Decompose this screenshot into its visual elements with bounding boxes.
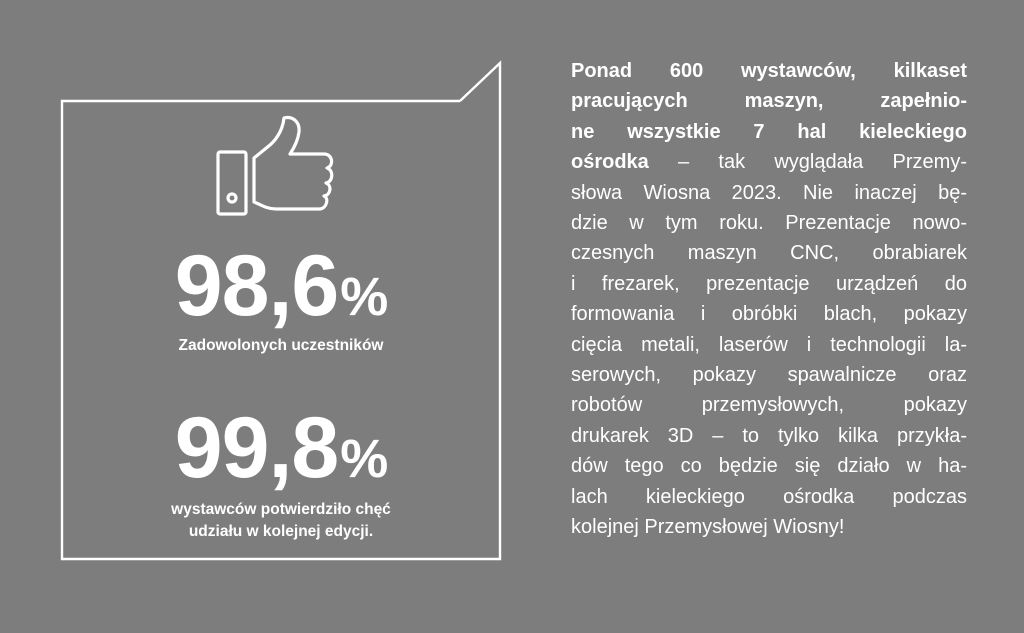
paragraph-bold-text: pracujących maszyn, zapełnio-	[571, 90, 967, 113]
stat-value: 99,8%	[62, 405, 500, 491]
paragraph-line: dzie w tym roku. Prezentacje nowo-	[571, 208, 967, 238]
paragraph-text: lach kieleckiego ośrodka podczas	[571, 485, 967, 508]
paragraph-text: cięcia metali, laserów i technologii la-	[571, 333, 967, 356]
paragraph-text: i frezarek, prezentacje urządzeń do	[571, 272, 967, 295]
paragraph-text: robotów przemysłowych, pokazy	[571, 394, 967, 417]
paragraph-line: Ponad 600 wystawców, kilkaset	[571, 56, 967, 86]
stat-percent-sign: %	[340, 267, 388, 327]
thumbs-up-icon	[216, 115, 334, 216]
paragraph-text: dzie w tym roku. Prezentacje nowo-	[571, 212, 967, 235]
stat-number: 99,8	[174, 400, 339, 496]
paragraph-text: formowania i obróbki blach, pokazy	[571, 303, 967, 326]
paragraph-line: ne wszystkie 7 hal kieleckiego	[571, 117, 967, 147]
speech-bubble-outline	[60, 60, 502, 561]
paragraph-line: czesnych maszyn CNC, obrabiarek	[571, 238, 967, 268]
paragraph-text: słowa Wiosna 2023. Nie inaczej bę-	[571, 181, 967, 204]
paragraph-line: dów tego co będzie się działo w ha-	[571, 451, 967, 481]
paragraph-text: czesnych maszyn CNC, obrabiarek	[571, 242, 967, 265]
paragraph-line: i frezarek, prezentacje urządzeń do	[571, 269, 967, 299]
paragraph-text: kolejnej Przemysłowej Wiosny!	[571, 516, 845, 539]
paragraph-text: dów tego co będzie się działo w ha-	[571, 455, 967, 478]
paragraph-line: słowa Wiosna 2023. Nie inaczej bę-	[571, 178, 967, 208]
paragraph-line: drukarek 3D – to tylko kilka przykła-	[571, 421, 967, 451]
paragraph-line: serowych, pokazy spawalnicze oraz	[571, 360, 967, 390]
body-paragraph: Ponad 600 wystawców, kilkaset pracującyc…	[571, 56, 967, 543]
stat-value: 98,6%	[62, 243, 500, 329]
paragraph-line: cięcia metali, laserów i technologii la-	[571, 330, 967, 360]
stat-number: 98,6	[174, 238, 339, 334]
paragraph-text: drukarek 3D – to tylko kilka przykła-	[571, 424, 967, 447]
stat-label: wystawców potwierdziło chęć	[171, 501, 391, 518]
paragraph-bold-text: ośrodka	[571, 151, 649, 174]
stat-percent-sign: %	[340, 429, 388, 489]
paragraph-bold-text: Ponad 600 wystawców, kilkaset	[571, 60, 967, 82]
paragraph-line: pracujących maszyn, zapełnio-	[571, 86, 967, 116]
paragraph-line: ośrodka – tak wyglądała Przemy-	[571, 147, 967, 177]
stat-satisfied-participants: 98,6% Zadowolonych uczestników	[62, 243, 500, 357]
paragraph-line: robotów przemysłowych, pokazy	[571, 390, 967, 420]
stat-exhibitors-confirmed: 99,8% wystawców potwierdziło chęć udział…	[62, 405, 500, 543]
paragraph-bold-text: ne wszystkie 7 hal kieleckiego	[571, 120, 967, 143]
paragraph-line: lach kieleckiego ośrodka podczas	[571, 482, 967, 512]
paragraph-line: formowania i obróbki blach, pokazy	[571, 299, 967, 329]
paragraph-text: – tak wyglądała Przemy-	[648, 151, 967, 174]
stat-label: udziału w kolejnej edycji.	[188, 523, 374, 540]
paragraph-line: kolejnej Przemysłowej Wiosny!	[571, 512, 967, 542]
stat-label: Zadowolonych uczestników	[178, 337, 384, 354]
paragraph-text: serowych, pokazy spawalnicze oraz	[571, 364, 967, 387]
